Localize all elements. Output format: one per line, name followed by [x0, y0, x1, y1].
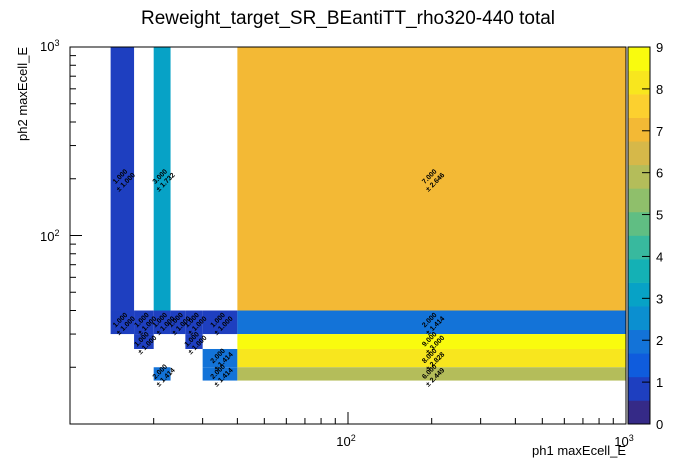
x-axis-ticks: [69, 412, 627, 424]
color-scale-tick-label: 3: [656, 291, 663, 306]
color-scale-segment: [628, 353, 650, 378]
heatmap-cell: [153, 310, 171, 335]
heatmap-cell: [202, 310, 238, 335]
color-scale-segment: [628, 188, 650, 213]
color-scale-segment: [628, 117, 650, 142]
heatmap-cell: [237, 310, 626, 335]
y-axis-ticks: [70, 46, 82, 425]
y-tick-label-100: 102: [40, 228, 59, 244]
heatmap-cell: [134, 310, 154, 335]
y-axis-title: ph2 maxEcell_E: [15, 47, 30, 141]
color-scale-segment: [628, 376, 650, 401]
color-scale-tick-label: 2: [656, 333, 663, 348]
color-scale-segment: [628, 47, 650, 71]
color-scale-segment: [628, 400, 650, 425]
chart-title: Reweight_target_SR_BEantiTT_rho320-440 t…: [141, 8, 555, 29]
heatmap-cell: [110, 47, 135, 311]
heatmap-cell: [202, 367, 238, 381]
heatmap-cell: [202, 348, 238, 368]
color-scale-tick-label: 5: [656, 208, 663, 223]
heatmap-cell: [134, 334, 154, 349]
color-scale-tick-label: 9: [656, 40, 663, 55]
color-scale-tick-label: 8: [656, 82, 663, 97]
heatmap-cell: [153, 367, 171, 381]
color-scale-frame: [627, 46, 651, 425]
color-scale-tick-label: 7: [656, 124, 663, 139]
color-scale-segment: [628, 306, 650, 331]
heatmap-cell: [237, 47, 626, 311]
x-axis-title: ph1 maxEcell_E: [532, 443, 626, 458]
heatmap-cell: [153, 47, 171, 311]
color-scale-tick-label: 0: [656, 417, 663, 432]
heatmap-cell: [185, 334, 203, 349]
heatmap-cell: [237, 367, 626, 381]
color-scale-segment: [628, 94, 650, 118]
color-scale-segment: [628, 164, 650, 189]
heatmap-cell: [237, 334, 626, 349]
heatmap-cell: [185, 310, 203, 335]
y-tick-label-1000: 103: [40, 38, 59, 54]
color-scale-tick-label: 1: [656, 375, 663, 390]
heatmap-cell: [170, 310, 186, 335]
x-tick-label-100: 102: [336, 433, 355, 449]
color-scale-tick-label: 6: [656, 166, 663, 181]
color-scale: [627, 46, 651, 425]
color-scale-segment: [628, 259, 650, 283]
color-scale-segment: [628, 282, 650, 307]
heatmap-cells: [110, 47, 626, 381]
color-scale-labels: 0 1 2 3 4 5 6 7 8 9: [656, 40, 663, 432]
color-scale-segment: [628, 235, 650, 260]
color-scale-segment: [628, 141, 650, 166]
color-scale-tick-label: 4: [656, 249, 663, 264]
heatmap-cell: [237, 348, 626, 368]
color-scale-segment: [628, 70, 650, 95]
heatmap-cell: [110, 310, 135, 335]
color-scale-segment: [628, 329, 650, 354]
color-scale-segment: [628, 211, 650, 236]
